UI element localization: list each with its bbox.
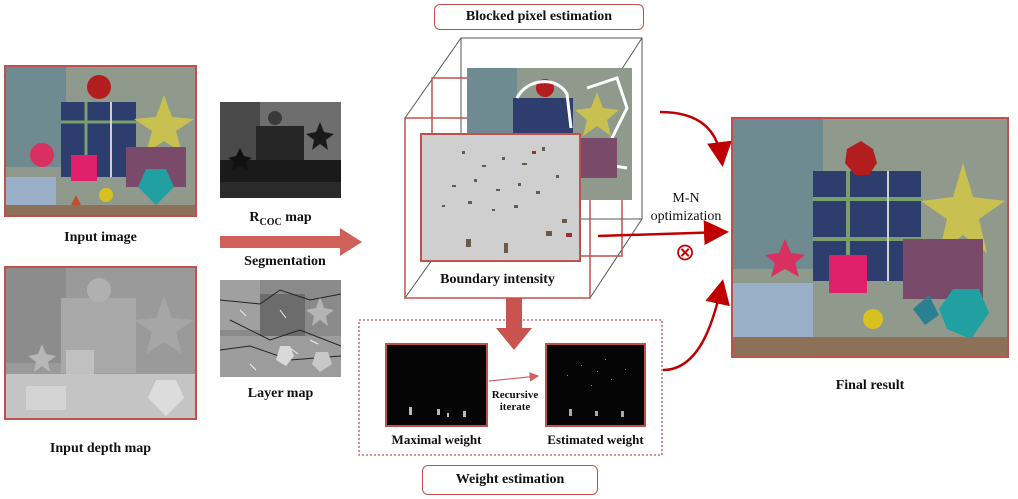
recursive-arrow: [488, 372, 540, 382]
mn-optimization-label: M-N optimization: [636, 190, 736, 226]
weight-estimation-label: Weight estimation: [422, 465, 598, 495]
input-image: [4, 65, 197, 217]
maximal-weight-label: Maximal weight: [391, 432, 482, 447]
blocked-pixel-estimation-label: Blocked pixel estimation: [434, 4, 644, 30]
layer-map: [220, 280, 341, 377]
segmentation-arrow: [220, 228, 362, 256]
rcoc-prefix: R: [249, 210, 260, 225]
input-depth-map-label: Input depth map: [49, 441, 152, 456]
mn-label-line1: M-N: [672, 191, 700, 206]
final-result-label: Final result: [835, 378, 905, 393]
input-depth-map: [4, 266, 197, 420]
estimated-weight-label: Estimated weight: [547, 432, 644, 447]
boundary-intensity-label: Boundary intensity: [440, 272, 555, 287]
mn-arrow: [597, 220, 729, 246]
rcoc-map: [220, 102, 341, 198]
boundary-intensity-image: [420, 133, 581, 262]
maximal-weight-image: [385, 343, 488, 427]
recursive-iterate-label: Recursive iterate: [486, 389, 544, 413]
recursive-line2: iterate: [499, 401, 531, 413]
mn-label-line2: optimization: [650, 209, 722, 224]
weight-estimation-box: [358, 319, 663, 456]
input-image-label: Input image: [64, 230, 137, 245]
rcoc-suffix: map: [281, 210, 312, 225]
segmentation-label: Segmentation: [244, 254, 326, 269]
otimes-icon: ⊗: [674, 238, 696, 266]
rcoc-subscript: COC: [259, 216, 282, 228]
curve-arrow-bottom: [662, 279, 730, 372]
recursive-line1: Recursive: [491, 389, 539, 401]
layer-map-label: Layer map: [247, 386, 314, 401]
final-result-image: [731, 117, 1009, 358]
estimated-weight-image: [545, 343, 646, 427]
curve-arrow-top: [659, 110, 732, 167]
rcoc-map-label: RCOC map: [220, 210, 341, 228]
down-arrow: [496, 298, 532, 350]
